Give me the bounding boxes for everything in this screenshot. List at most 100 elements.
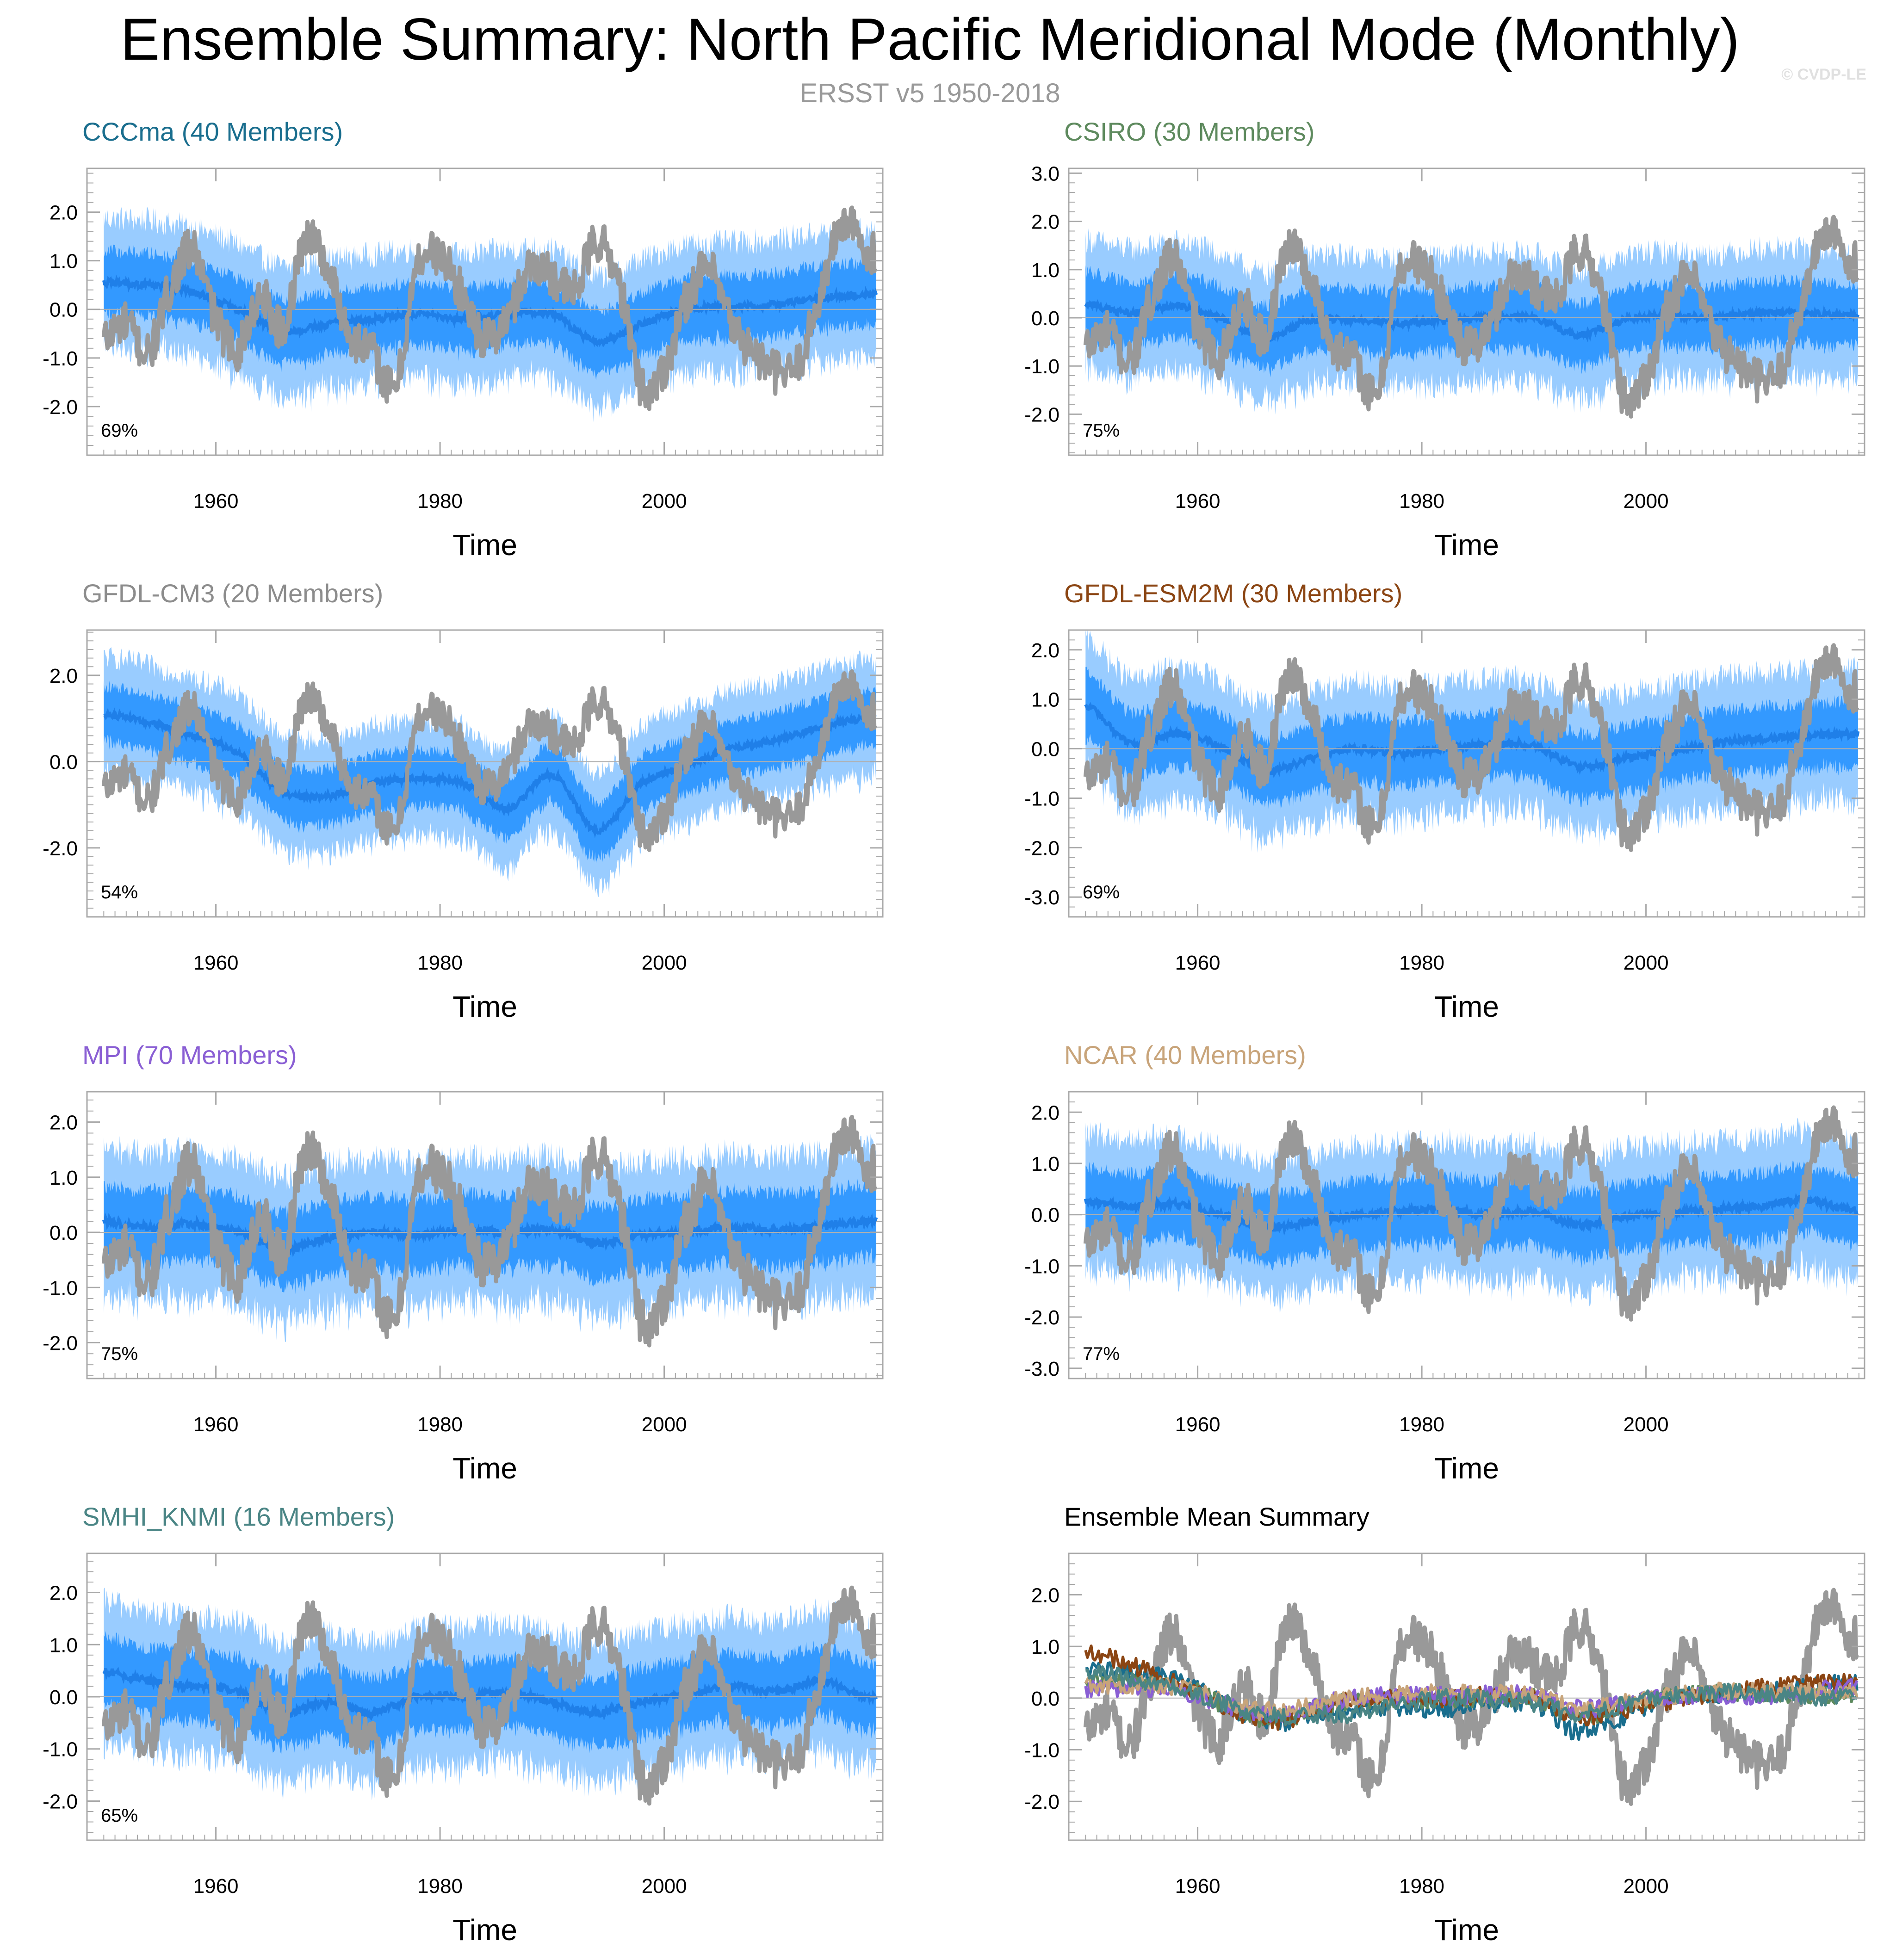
x-tick-label: 2000: [642, 952, 687, 974]
series-observed: [101, 1115, 878, 1348]
y-tick-label: -1.0: [1024, 1739, 1060, 1762]
y-tick-label: -1.0: [43, 1738, 78, 1761]
series-observed: [1083, 215, 1859, 419]
chart-panel-7: SMHI_KNMI (16 Members) 2.0 1.0 0.0 -1.0 -2.0 1…: [43, 1502, 884, 1947]
x-axis-label: Time: [1434, 1452, 1499, 1485]
x-tick-label: 1980: [1399, 952, 1444, 974]
y-tick-label: 0.0: [1031, 738, 1060, 761]
series-ensemble-mean: [1084, 299, 1860, 345]
panel-title: NCAR (40 Members): [1064, 1040, 1306, 1070]
y-tick-label: 0.0: [1031, 1204, 1060, 1227]
x-tick-label: 1980: [417, 490, 463, 513]
y-tick-label: -2.0: [1024, 1306, 1060, 1329]
y-tick-label: 2.0: [50, 665, 78, 687]
series-observed: [1083, 1588, 1859, 1806]
series-ensemble-mean: [103, 707, 877, 839]
series-observed: [101, 669, 878, 852]
y-tick-label: 0.0: [50, 1222, 78, 1244]
figure-title: Ensemble Summary: North Pacific Meridion…: [120, 6, 1740, 73]
x-tick-label: 1960: [1175, 1413, 1221, 1436]
y-tick-label: -2.0: [43, 837, 78, 860]
y-tick-label: -1.0: [1024, 1255, 1060, 1278]
y-tick-label: -2.0: [1024, 403, 1060, 426]
y-tick-label: 3.0: [1031, 162, 1060, 185]
credit-watermark: © CVDP-LE: [1781, 66, 1866, 83]
y-tick-label: -1.0: [1024, 787, 1060, 810]
y-tick-label: 2.0: [1031, 211, 1060, 234]
pattern-correlation-label: 69%: [101, 420, 138, 441]
x-tick-label: 1980: [1399, 490, 1444, 513]
y-tick-label: 2.0: [50, 1582, 78, 1605]
series-observed: [101, 1585, 878, 1806]
y-tick-label: -1.0: [43, 347, 78, 370]
pattern-correlation-label: 65%: [101, 1805, 138, 1826]
x-tick-label: 1980: [417, 952, 463, 974]
series-ensemble-mean: [1084, 702, 1860, 778]
y-tick-label: 2.0: [50, 202, 78, 224]
pattern-correlation-label: 77%: [1083, 1344, 1120, 1364]
x-tick-label: 2000: [642, 1413, 687, 1436]
y-tick-label: 0.0: [50, 299, 78, 322]
pattern-correlation-label: 75%: [1083, 420, 1120, 441]
x-tick-label: 2000: [642, 1875, 687, 1898]
y-tick-label: -3.0: [1024, 1358, 1060, 1380]
chart-panel-8: Ensemble Mean Summary 2.0 1.0 0.0 -1.0 -2.0 19…: [1024, 1502, 1865, 1947]
panel-title: GFDL-CM3 (20 Members): [82, 579, 383, 608]
figure-subtitle: ERSST v5 1950-2018: [799, 78, 1060, 108]
x-tick-label: 2000: [642, 490, 687, 513]
x-axis-label: Time: [1434, 990, 1499, 1023]
y-tick-label: -2.0: [1024, 837, 1060, 859]
x-axis-label: Time: [452, 990, 517, 1023]
series-observed: [1083, 1105, 1859, 1322]
chart-panel-3: GFDL-CM3 (20 Members) 2.0 0.0 -2.0 1960 1980 2…: [43, 579, 884, 1023]
plot-area: [87, 205, 883, 422]
x-tick-label: 1980: [417, 1413, 463, 1436]
y-tick-label: -2.0: [43, 1332, 78, 1355]
y-tick-label: 0.0: [1031, 307, 1060, 330]
pattern-correlation-label: 75%: [101, 1344, 138, 1364]
x-tick-label: 1980: [1399, 1413, 1444, 1436]
series-ensemble-mean: [102, 1212, 878, 1257]
x-axis-label: Time: [1434, 528, 1499, 562]
y-tick-label: 1.0: [50, 1167, 78, 1189]
x-axis-label: Time: [1434, 1913, 1499, 1947]
y-tick-label: 1.0: [1031, 1636, 1060, 1658]
panel-title: MPI (70 Members): [82, 1040, 297, 1070]
x-tick-label: 1960: [193, 1413, 239, 1436]
pattern-correlation-label: 54%: [101, 882, 138, 903]
x-tick-label: 1980: [417, 1875, 463, 1898]
x-tick-label: 2000: [1623, 952, 1669, 974]
y-tick-label: 1.0: [50, 1634, 78, 1657]
y-tick-label: 2.0: [1031, 1584, 1060, 1607]
series-observed: [1083, 643, 1859, 852]
y-tick-label: 2.0: [50, 1112, 78, 1134]
series-ensemble-mean: [102, 274, 878, 348]
y-tick-label: -1.0: [1024, 355, 1060, 378]
panel-title: CSIRO (30 Members): [1064, 117, 1314, 146]
x-tick-label: 2000: [1623, 490, 1669, 513]
panel-title: GFDL-ESM2M (30 Members): [1064, 579, 1402, 608]
y-tick-label: -3.0: [1024, 886, 1060, 909]
series-model-6: [1085, 1665, 1858, 1726]
plot-area: [87, 647, 883, 898]
plot-area: [1069, 1105, 1865, 1322]
x-tick-label: 1960: [193, 1875, 239, 1898]
chart-panel-1: CCCma (40 Members) 2.0 1.0 0.0 -1.0 -2.0 1960 1…: [43, 117, 884, 562]
x-tick-label: 1960: [1175, 952, 1221, 974]
plot-area: [1069, 1588, 1865, 1806]
y-tick-label: 0.0: [50, 751, 78, 773]
y-tick-label: 1.0: [1031, 1153, 1060, 1175]
x-tick-label: 1980: [1399, 1875, 1444, 1898]
panel-title: SMHI_KNMI (16 Members): [82, 1502, 395, 1531]
x-tick-label: 1960: [1175, 1875, 1221, 1898]
x-tick-label: 1960: [1175, 490, 1221, 513]
y-tick-label: -2.0: [43, 396, 78, 419]
x-axis-label: Time: [452, 1452, 517, 1485]
chart-panel-4: GFDL-ESM2M (30 Members) 2.0 1.0 0.0 -1.0 -2.0…: [1024, 579, 1865, 1023]
y-tick-label: 2.0: [1031, 1101, 1060, 1124]
y-tick-label: 2.0: [1031, 639, 1060, 662]
y-tick-label: 0.0: [50, 1686, 78, 1709]
x-axis-label: Time: [452, 1913, 517, 1947]
x-tick-label: 1960: [193, 952, 239, 974]
